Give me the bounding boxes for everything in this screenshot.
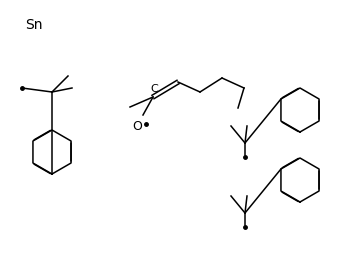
Text: Sn: Sn [25,18,42,32]
Text: C: C [150,84,158,94]
Text: O: O [132,120,142,133]
